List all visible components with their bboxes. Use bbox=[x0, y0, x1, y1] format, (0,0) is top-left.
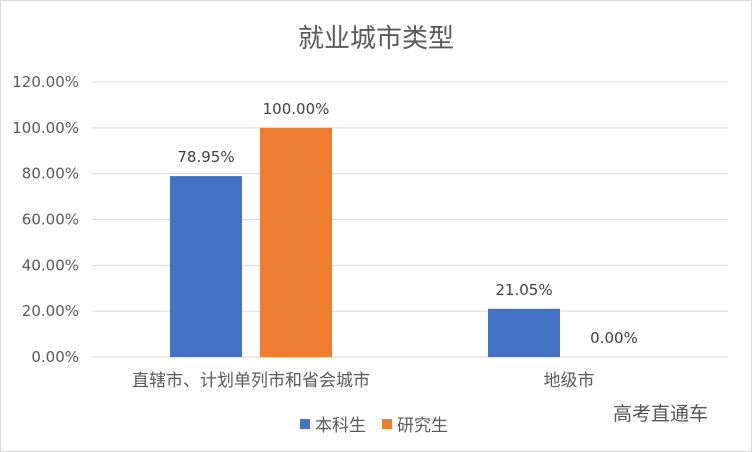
legend-item-series-1[interactable]: 研究生 bbox=[382, 411, 448, 436]
legend-label: 研究生 bbox=[397, 416, 448, 436]
y-tick-label: 100.00% bbox=[12, 119, 79, 137]
bar-series-1-cat-0[interactable] bbox=[260, 127, 332, 357]
legend-swatch bbox=[382, 418, 392, 429]
data-label: 0.00% bbox=[590, 329, 638, 347]
data-labels: 78.95% 100.00% 21.05% 0.00% bbox=[177, 100, 637, 347]
x-category-label: 地级市 bbox=[544, 371, 595, 391]
data-label: 100.00% bbox=[263, 100, 330, 118]
y-axis-ticks: 0.00% 20.00% 40.00% 60.00% 80.00% 100.00% 120.… bbox=[12, 73, 79, 366]
x-category-label: 直辖市、计划单列市和省会城市 bbox=[132, 371, 370, 391]
watermark-text: 高考直通车 bbox=[613, 403, 709, 425]
legend-swatch bbox=[300, 418, 310, 429]
y-tick-label: 0.00% bbox=[31, 348, 79, 366]
y-tick-label: 20.00% bbox=[22, 302, 79, 320]
y-tick-label: 40.00% bbox=[22, 256, 79, 274]
bars bbox=[170, 127, 560, 357]
data-label: 78.95% bbox=[177, 148, 234, 166]
x-axis-categories: 直辖市、计划单列市和省会城市 地级市 bbox=[132, 371, 595, 391]
y-tick-label: 60.00% bbox=[22, 211, 79, 229]
legend-item-series-0[interactable]: 本科生 bbox=[300, 411, 366, 436]
bar-series-0-cat-1[interactable] bbox=[488, 308, 560, 357]
y-tick-label: 120.00% bbox=[12, 73, 79, 91]
data-label: 21.05% bbox=[495, 281, 552, 299]
legend: 本科生 研究生 bbox=[300, 411, 448, 436]
legend-label: 本科生 bbox=[315, 416, 366, 436]
chart-title: 就业城市类型 bbox=[297, 24, 454, 54]
y-tick-label: 80.00% bbox=[22, 165, 79, 183]
bar-series-0-cat-0[interactable] bbox=[170, 176, 242, 357]
